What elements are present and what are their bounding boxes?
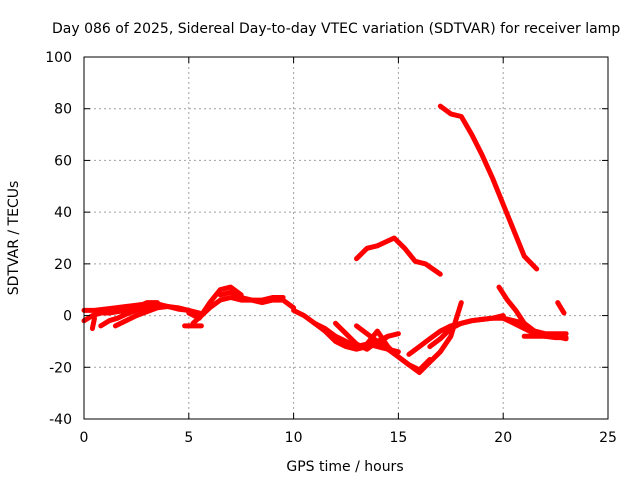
- y-tick-labels: -40 -20 0 20 40 60 80 100: [45, 50, 72, 428]
- series-track-11: [291, 307, 401, 355]
- series-track-15: [364, 328, 433, 373]
- x-tick-label: 0: [80, 430, 89, 446]
- y-tick-label: 80: [54, 102, 72, 118]
- x-tick-label: 5: [184, 430, 193, 446]
- axis-ticks: [83, 56, 609, 420]
- series-track-18: [427, 313, 506, 350]
- series-track-19: [496, 284, 569, 337]
- y-tick-label: 60: [54, 153, 72, 169]
- y-tick-label: 20: [54, 257, 72, 273]
- x-tick-label: 20: [494, 430, 512, 446]
- y-tick-label: 100: [45, 50, 72, 66]
- series-track-9: [190, 295, 297, 326]
- series-track-4: [98, 305, 150, 329]
- series-track-6: [123, 300, 160, 313]
- plot-border: [83, 56, 609, 420]
- y-tick-label: -40: [49, 412, 72, 428]
- series-track-22: [555, 300, 567, 316]
- x-tick-label: 10: [285, 430, 303, 446]
- x-tick-label: 25: [599, 430, 617, 446]
- series-track-5: [112, 304, 202, 329]
- x-tick-label: 15: [389, 430, 407, 446]
- series-track-24: [437, 103, 540, 272]
- data-series: [81, 103, 569, 375]
- series-track-21: [521, 333, 569, 341]
- series-track-3: [89, 315, 97, 331]
- y-tick-label: 0: [63, 309, 72, 325]
- series-track-16: [374, 331, 401, 347]
- x-axis-label: GPS time / hours: [286, 459, 403, 475]
- y-axis-label: SDTVAR / TECUs: [6, 181, 22, 296]
- x-tick-labels: 0 5 10 15 20 25: [80, 430, 617, 446]
- series-track-2: [81, 302, 171, 324]
- chart-title: Day 086 of 2025, Sidereal Day-to-day VTE…: [52, 21, 620, 37]
- y-tick-label: 40: [54, 205, 72, 221]
- series-track-23: [354, 235, 443, 277]
- y-tick-label: -20: [49, 360, 72, 376]
- series-track-10: [217, 289, 286, 303]
